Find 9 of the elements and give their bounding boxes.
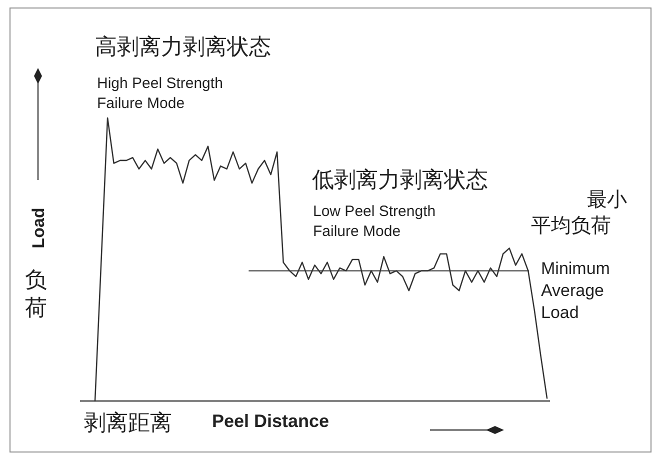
annotation: 负荷 xyxy=(25,266,48,322)
annotation: 低剥离力剥离状态 xyxy=(312,166,488,194)
annotation: 最小平均负荷 xyxy=(531,188,628,239)
annotation: 高剥离力剥离状态 xyxy=(95,33,271,61)
ylabel: Load xyxy=(29,206,49,250)
annotation: High Peel Strength Failure Mode xyxy=(97,74,224,114)
xlabel: Peel Distance xyxy=(212,411,330,432)
annotation: 剥离距离 xyxy=(84,409,172,437)
annotation: Low Peel Strength Failure Mode xyxy=(313,202,437,242)
